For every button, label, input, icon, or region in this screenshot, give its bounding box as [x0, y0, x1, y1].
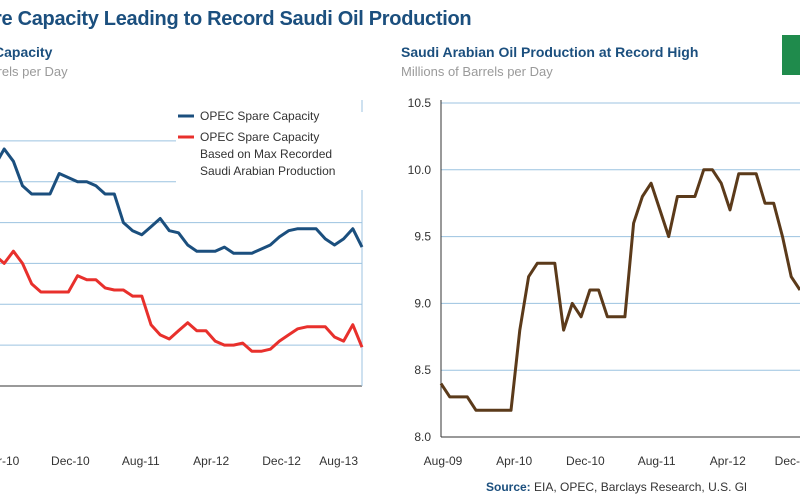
left-x-tick-label: Aug-11: [122, 454, 160, 468]
right-x-tick-label: Aug-09: [424, 454, 463, 468]
right-y-tick-label: 8.5: [414, 363, 431, 377]
left-chart-unit: arrels per Day: [0, 64, 68, 79]
left-chart-title: Capacity: [0, 44, 53, 60]
left-x-tick-label: Dec-10: [51, 454, 90, 468]
right-y-tick-label: 9.0: [414, 296, 431, 310]
right-x-tick-label: Dec-10: [566, 454, 605, 468]
logo-badge: [782, 35, 800, 75]
legend-box: [176, 112, 542, 190]
right-x-tick-label: Aug-11: [638, 454, 676, 468]
series-line-saudi-production: [439, 168, 800, 412]
right-chart-unit: Millions of Barrels per Day: [401, 64, 553, 79]
right-x-tick-label: Apr-10: [496, 454, 532, 468]
series-line-opec-spare-capacity-max-saudi: [0, 249, 364, 353]
right-x-tick-label: Apr-12: [710, 454, 746, 468]
left-chart: r-10 Dec-10 Aug-11 Apr-12 Dec-12 Aug-13 OPEC …: [0, 100, 542, 468]
right-x-tick-label: Dec-: [775, 454, 800, 468]
right-chart: 10.5 10.0 9.5 9.0 8.5 8.0 Aug-09 Apr-10 Dec-10 A…: [408, 96, 800, 468]
right-y-tick-label: 9.5: [414, 230, 431, 244]
page-title: re Capacity Leading to Record Saudi Oil …: [0, 8, 472, 30]
series-line-opec-spare-capacity: [0, 147, 364, 255]
legend-label-red-line1: OPEC Spare Capacity: [200, 130, 319, 144]
right-y-tick-label: 8.0: [414, 430, 431, 444]
source-note: Source: EIA, OPEC, Barclays Research, U.…: [486, 480, 747, 494]
legend-label-blue: OPEC Spare Capacity: [200, 109, 319, 123]
left-x-tick-label: Dec-12: [262, 454, 301, 468]
right-chart-title: Saudi Arabian Oil Production at Record H…: [401, 44, 699, 60]
left-x-tick-label: r-10: [0, 454, 20, 468]
left-x-tick-label: Aug-13: [319, 454, 358, 468]
legend-label-red-line3: Saudi Arabian Production: [200, 164, 335, 178]
source-label: Source:: [486, 480, 531, 494]
right-y-tick-label: 10.5: [408, 96, 432, 110]
right-y-tick-label: 10.0: [408, 163, 432, 177]
source-text: EIA, OPEC, Barclays Research, U.S. Gl: [534, 480, 747, 494]
legend-label-red-line2: Based on Max Recorded: [200, 147, 332, 161]
left-x-tick-label: Apr-12: [193, 454, 229, 468]
